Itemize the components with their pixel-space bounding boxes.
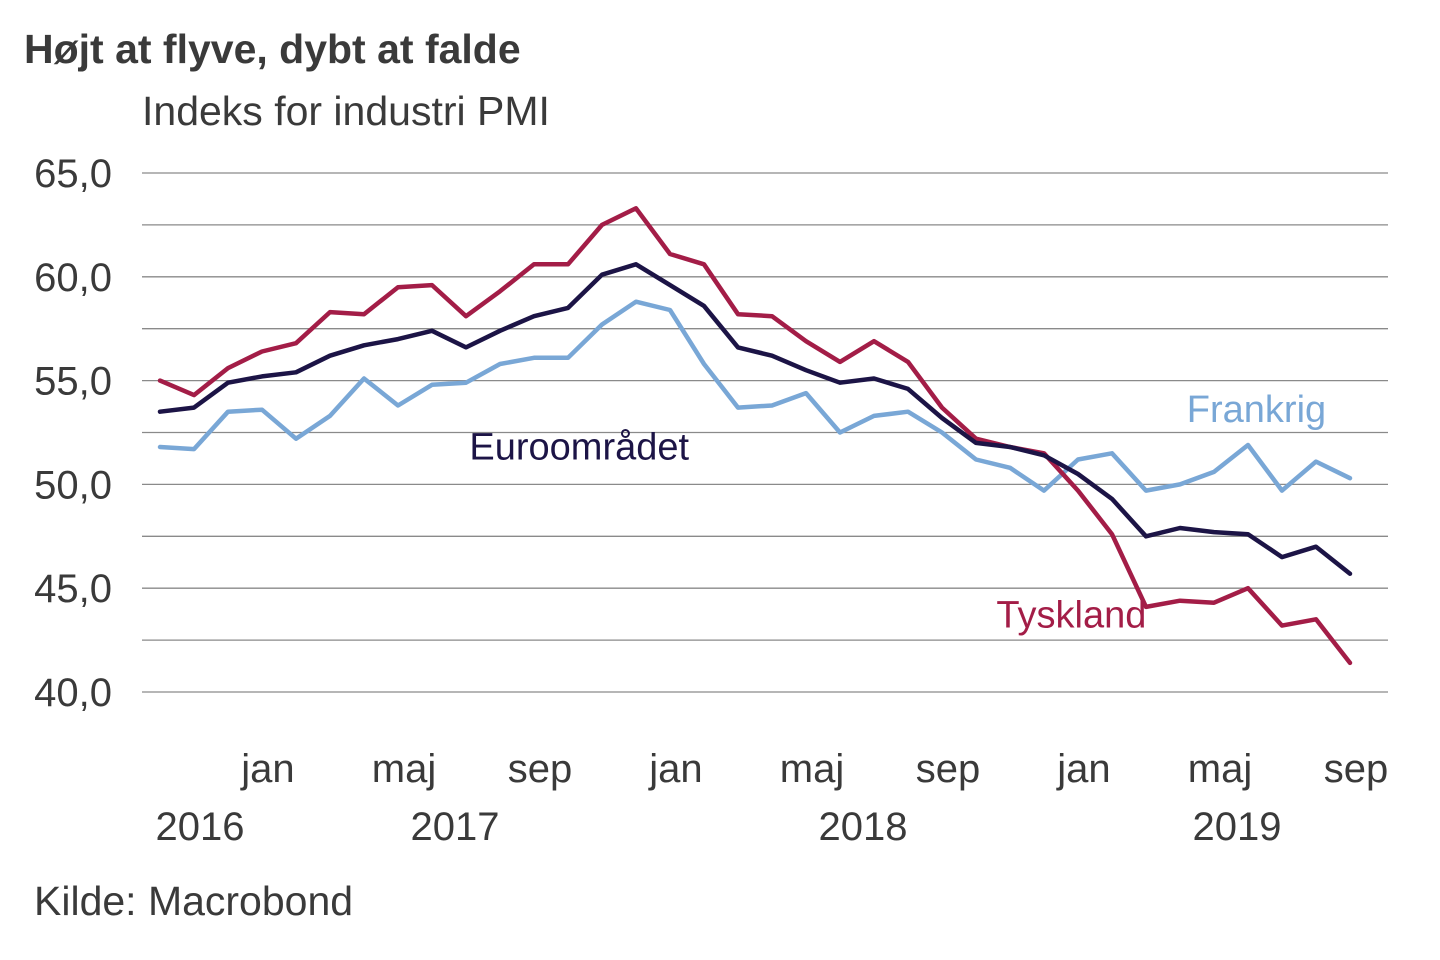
series-layer <box>157 206 1353 666</box>
y-tick-label: 45,0 <box>34 567 112 611</box>
x-tick-label-month: sep <box>508 747 573 791</box>
series-line-frankrig <box>157 299 1353 493</box>
y-axis-labels: 40,0 45,0 50,0 55,0 60,0 65,0 <box>34 152 112 715</box>
x-tick-label-month: jan <box>648 747 702 791</box>
series-label-frankrig: Frankrig <box>1187 389 1326 431</box>
chart-subtitle: Indeks for industri PMI <box>142 88 550 134</box>
series-line-euroområdet <box>157 262 1353 576</box>
x-tick-label-month: jan <box>240 747 294 791</box>
x-tick-label-year: 2018 <box>819 805 908 849</box>
chart-title: Højt at flyve, dybt at falde <box>24 26 521 72</box>
y-tick-label: 50,0 <box>34 463 112 507</box>
x-tick-label-year: 2017 <box>411 805 500 849</box>
x-tick-label-month: maj <box>372 747 436 791</box>
series-labels: Euroområdet Tyskland Frankrig <box>469 389 1326 637</box>
x-axis-labels: jan maj sep jan maj sep jan maj sep 2016 2017 2018 2… <box>156 747 1389 849</box>
x-tick-label-year: 2016 <box>156 805 245 849</box>
grid-layer <box>142 172 1388 693</box>
x-tick-label-year: 2019 <box>1193 805 1282 849</box>
source-note: Kilde: Macrobond <box>34 878 354 924</box>
y-tick-label: 40,0 <box>34 671 112 715</box>
series-label-euroområdet: Euroområdet <box>469 426 689 468</box>
series-label-tyskland: Tyskland <box>996 595 1146 637</box>
x-tick-label-month: maj <box>780 747 844 791</box>
x-tick-label-month: sep <box>916 747 981 791</box>
y-tick-label: 55,0 <box>34 360 112 404</box>
y-tick-label: 65,0 <box>34 152 112 196</box>
y-tick-label: 60,0 <box>34 256 112 300</box>
x-tick-label-month: sep <box>1324 747 1389 791</box>
series-line-tyskland <box>157 206 1353 666</box>
x-tick-label-month: jan <box>1056 747 1110 791</box>
x-tick-label-month: maj <box>1188 747 1252 791</box>
